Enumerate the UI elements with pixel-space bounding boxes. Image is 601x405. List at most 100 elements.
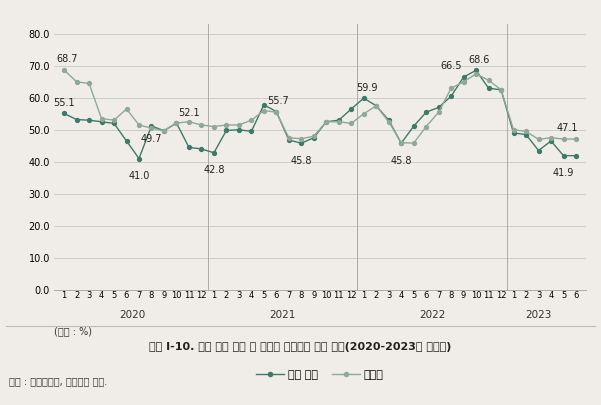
아파트 [148, 126, 155, 130]
아파트 [273, 110, 280, 115]
아파트 [297, 136, 305, 141]
전체 주택 [335, 118, 343, 123]
아파트 [61, 68, 68, 72]
Line: 아파트: 아파트 [62, 68, 578, 145]
아파트 [472, 71, 480, 76]
아파트 [460, 79, 467, 84]
전체 주택 [310, 135, 317, 140]
아파트 [135, 123, 142, 128]
아파트 [535, 137, 542, 142]
아파트 [323, 119, 330, 124]
아파트 [98, 116, 105, 121]
전체 주택 [385, 118, 392, 123]
전체 주택 [273, 109, 280, 114]
Text: 59.9: 59.9 [356, 83, 377, 93]
아파트 [235, 123, 242, 128]
Text: 2022: 2022 [419, 310, 445, 320]
전체 주택 [160, 128, 168, 133]
전체 주택 [297, 141, 305, 146]
아파트 [410, 141, 417, 146]
아파트 [248, 118, 255, 123]
전체 주택 [485, 86, 492, 91]
Text: 52.1: 52.1 [178, 107, 200, 117]
아파트 [160, 128, 168, 133]
전체 주택 [572, 153, 579, 158]
전체 주택 [173, 121, 180, 126]
전체 주택 [198, 147, 205, 151]
아파트 [73, 79, 80, 84]
아파트 [335, 119, 343, 124]
아파트 [185, 119, 192, 124]
전체 주택 [148, 124, 155, 128]
전체 주택 [448, 94, 455, 99]
전체 주택 [360, 96, 367, 100]
전체 주택 [373, 103, 380, 108]
전체 주택 [235, 127, 242, 132]
전체 주택 [522, 132, 529, 137]
전체 주택 [398, 141, 405, 146]
Text: 45.8: 45.8 [290, 156, 312, 166]
아파트 [285, 135, 293, 140]
전체 주택 [423, 110, 430, 115]
아파트 [347, 121, 355, 126]
Text: (단위 : %): (단위 : %) [54, 326, 92, 336]
아파트 [572, 136, 579, 141]
아파트 [111, 118, 118, 123]
Text: 41.9: 41.9 [553, 168, 574, 178]
Text: 2020: 2020 [120, 310, 146, 320]
Text: 55.1: 55.1 [53, 98, 75, 108]
전체 주택 [73, 117, 80, 122]
Text: 49.7: 49.7 [141, 134, 162, 143]
Text: 2023: 2023 [525, 310, 552, 320]
Text: 자료 : 국토교통부, 실거래가 자료.: 자료 : 국토교통부, 실거래가 자료. [9, 377, 107, 387]
아파트 [198, 123, 205, 128]
전체 주택 [410, 124, 417, 129]
아파트 [522, 129, 529, 134]
아파트 [173, 121, 180, 126]
Text: 68.7: 68.7 [56, 54, 78, 64]
Text: 45.8: 45.8 [391, 156, 412, 166]
전체 주택 [111, 121, 118, 126]
Text: 55.7: 55.7 [267, 96, 288, 106]
전체 주택 [472, 68, 480, 73]
전체 주택 [210, 150, 218, 155]
아파트 [210, 124, 218, 129]
전체 주택 [548, 139, 555, 143]
전체 주택 [323, 119, 330, 124]
전체 주택 [460, 75, 467, 79]
아파트 [498, 87, 505, 92]
아파트 [435, 110, 442, 115]
전체 주택 [260, 102, 267, 107]
아파트 [373, 103, 380, 108]
Text: 그림 Ⅰ-10. 서울 전체 주택 및 아파트 전세가율 월별 변화(2020-2023년 상반기): 그림 Ⅰ-10. 서울 전체 주택 및 아파트 전세가율 월별 변화(2020-… [149, 342, 452, 352]
아파트 [310, 134, 317, 139]
Text: 47.1: 47.1 [557, 124, 578, 134]
Legend: 전체 주택, 아파트: 전체 주택, 아파트 [252, 366, 388, 385]
전체 주택 [85, 118, 93, 123]
전체 주택 [285, 138, 293, 143]
아파트 [223, 123, 230, 128]
아파트 [123, 107, 130, 111]
Line: 전체 주택: 전체 주택 [62, 68, 578, 160]
전체 주택 [248, 129, 255, 134]
아파트 [85, 81, 93, 86]
전체 주택 [510, 130, 517, 135]
Text: 42.8: 42.8 [203, 165, 225, 175]
Text: 68.6: 68.6 [468, 55, 490, 65]
전체 주택 [498, 87, 505, 92]
Text: 2021: 2021 [269, 310, 296, 320]
아파트 [398, 140, 405, 145]
전체 주택 [435, 105, 442, 110]
전체 주택 [560, 153, 567, 158]
아파트 [260, 108, 267, 113]
아파트 [548, 135, 555, 140]
아파트 [510, 127, 517, 132]
전체 주택 [61, 111, 68, 116]
Text: 41.0: 41.0 [128, 171, 150, 181]
전체 주택 [135, 156, 142, 161]
전체 주택 [223, 128, 230, 133]
아파트 [423, 124, 430, 129]
전체 주택 [98, 119, 105, 124]
전체 주택 [347, 107, 355, 111]
전체 주택 [535, 148, 542, 153]
